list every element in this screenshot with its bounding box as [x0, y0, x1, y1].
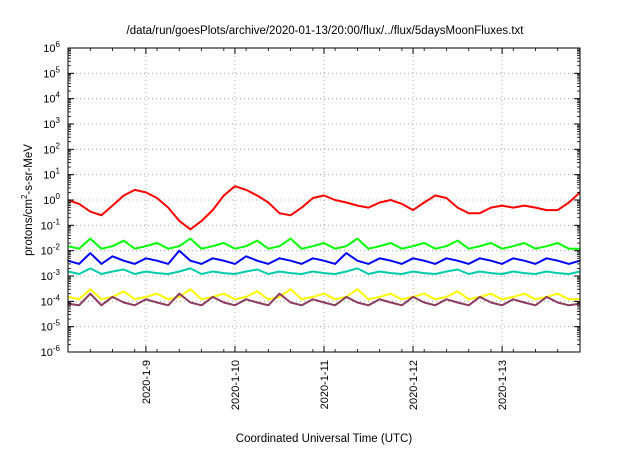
x-tick-label: 2020-1-12 [408, 360, 420, 410]
y-tick-label: 10-5 [41, 319, 61, 334]
y-tick-base: 10 [41, 296, 53, 308]
x-axis-title: Coordinated Universal Time (UTC) [236, 433, 413, 445]
y-tick-exponent: 5 [56, 65, 61, 74]
x-tick-label: 2020-1-13 [497, 360, 509, 410]
y-tick-exponent: 0 [56, 192, 61, 201]
y-tick-base: 10 [41, 271, 53, 283]
y-tick-exponent: -6 [53, 344, 61, 353]
series-line-2 [67, 237, 580, 250]
y-tick-label: 104 [43, 91, 60, 106]
y-tick-label: 100 [43, 192, 60, 207]
series-line-6 [67, 292, 581, 307]
y-tick-exponent: 6 [56, 40, 61, 49]
y-tick-base: 10 [41, 220, 53, 232]
y-tick-label: 10-1 [41, 217, 61, 232]
y-axis-title-pre: protons/cm [23, 199, 35, 256]
y-tick-labels: 10-610-510-410-310-210-11001011021031041… [41, 40, 61, 359]
y-tick-base: 10 [43, 195, 55, 207]
series-line-1 [67, 185, 581, 231]
y-tick-exponent: -3 [53, 268, 61, 277]
y-tick-label: 10-6 [41, 344, 61, 359]
y-tick-label: 10-4 [41, 293, 61, 308]
y-tick-base: 10 [43, 170, 55, 182]
y-tick-exponent: -4 [53, 293, 61, 302]
ticks [68, 47, 580, 353]
x-tick-label: 2020-1-11 [319, 360, 331, 409]
y-tick-base: 10 [41, 246, 53, 258]
y-tick-exponent: 4 [56, 91, 61, 100]
y-tick-exponent: -1 [53, 217, 61, 226]
chart-title: /data/run/goesPlots/archive/2020-01-13/2… [127, 25, 525, 37]
y-tick-exponent: 2 [56, 141, 61, 150]
y-tick-label: 10-3 [41, 268, 61, 283]
y-tick-exponent: -5 [53, 319, 61, 328]
x-tick-labels: 2020-1-9 2020-1-10 2020-1-11 2020-1-12 2020-… [141, 360, 509, 410]
y-tick-exponent: 1 [56, 167, 61, 176]
y-tick-base: 10 [43, 94, 55, 106]
y-tick-label: 10-2 [41, 243, 61, 258]
series-line-5 [67, 288, 580, 301]
series-line-3 [67, 249, 581, 265]
y-tick-exponent: -2 [53, 243, 61, 252]
y-tick-label: 101 [43, 167, 60, 182]
x-tick-label: 2020-1-10 [230, 360, 242, 410]
y-tick-base: 10 [43, 68, 55, 80]
y-tick-label: 106 [43, 40, 60, 55]
grid [68, 48, 580, 352]
y-tick-base: 10 [41, 322, 53, 334]
y-axis-title: protons/cm2-s-sr-MeV [20, 144, 35, 256]
y-tick-base: 10 [43, 144, 55, 156]
series-line-4 [67, 267, 581, 275]
y-tick-base: 10 [43, 43, 55, 55]
y-tick-base: 10 [43, 119, 55, 131]
y-tick-label: 102 [43, 141, 60, 156]
x-tick-label: 2020-1-9 [141, 360, 153, 404]
y-tick-base: 10 [41, 347, 53, 359]
y-tick-label: 105 [43, 65, 60, 80]
y-tick-label: 103 [43, 116, 60, 131]
series-group [67, 185, 581, 307]
y-axis-title-post: -s-sr-MeV [23, 144, 35, 195]
y-tick-exponent: 3 [56, 116, 61, 125]
y-axis-title-sup: 2 [20, 194, 29, 199]
